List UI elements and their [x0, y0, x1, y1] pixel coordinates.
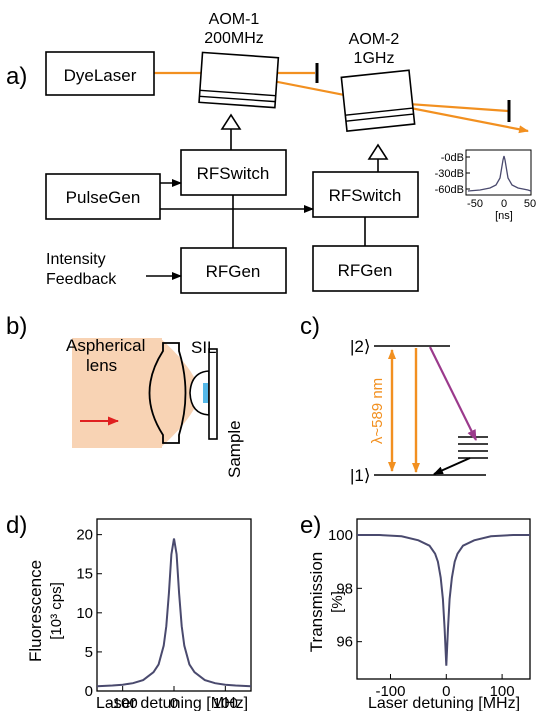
inset-ytick-2: -60dB: [435, 184, 464, 196]
chart-e-ylabel-1: Transmission: [307, 552, 326, 652]
panel-b-label: b): [6, 313, 27, 340]
sample-label: Sample: [225, 420, 244, 478]
panel-e-label: e): [300, 512, 321, 539]
chart-e-ytick-label: 100: [328, 527, 353, 544]
panel-a: a) DyeLaser AOM-1 200MHz AOM-2 1GHz: [6, 11, 536, 294]
chart-e-xtick-label: 100: [490, 683, 515, 700]
pulse-gen-label: PulseGen: [66, 188, 141, 207]
panel-d: d) Fluorescence [10³ cps] -100 0 100 0 5 10 15…: [6, 512, 252, 711]
sil-lens: [189, 370, 210, 416]
chart-e-ylabel-2: [%]: [329, 591, 346, 613]
panel-e: e) Transmission [%] -100 0 100 96 98 100 Lase…: [300, 512, 531, 711]
rf-switch-1-label: RFSwitch: [197, 164, 270, 183]
pulse-gen-box: [45, 173, 161, 220]
inset-xtick-1: 0: [501, 198, 507, 210]
intensity-feedback-line1: Intensity: [46, 251, 106, 268]
aspherical-lens: [148, 342, 187, 444]
chart-d-ylabel-2: [10³ cps]: [48, 582, 65, 640]
aom1-freq: 200MHz: [204, 30, 264, 47]
chart-e-series-line: [357, 534, 530, 666]
chart-d-frame: [96, 518, 252, 692]
rf-gen-1-label: RFGen: [206, 262, 261, 281]
chart-d-axes: -100 0 100 0 5 10 15 20: [76, 527, 238, 711]
rf-switch-1-box: [180, 149, 287, 196]
rf-switch-2-label: RFSwitch: [329, 186, 402, 205]
beam-region: [72, 338, 162, 448]
chart-d-xtick-label: 0: [170, 695, 178, 711]
inset-pulse-plot: -0dB -30dB -60dB -50 0 50 [ns]: [435, 149, 536, 222]
chart-d-ytick-label: 15: [76, 566, 93, 583]
inset-xtick-2: 50: [524, 198, 536, 210]
panel-a-label: a): [6, 63, 27, 90]
aom1-transducer-icon: [220, 113, 242, 130]
chart-d-ylabel-1: Fluorescence: [26, 560, 45, 662]
chart-e-xtick-label: -100: [375, 683, 405, 700]
focusing-cone: [160, 338, 200, 448]
aom1-name: AOM-1: [209, 11, 260, 28]
chart-d-ytick-label: 5: [85, 644, 93, 661]
intensity-feedback-line2: Feedback: [46, 271, 117, 288]
chart-e-xlabel: Laser detuning [MHz]: [368, 695, 520, 711]
rf-switch-2-box: [312, 171, 419, 218]
chart-d-xlabel: Laser detuning [MHz]: [96, 695, 248, 711]
chart-e-axes: -100 0 100 96 98 100: [328, 527, 515, 700]
chart-e-ytick-label: 98: [336, 580, 353, 597]
inset-x-unit: [ns]: [495, 210, 513, 222]
inset-ytick-1: -30dB: [435, 168, 464, 180]
aom2-transducer-icon: [367, 143, 389, 160]
inset-ytick-0: -0dB: [441, 152, 464, 164]
chart-d-xtick-label: 100: [213, 695, 238, 711]
aom2-freq: 1GHz: [354, 50, 395, 67]
chart-d-xtick-label: -100: [108, 695, 138, 711]
rf-gen-1-box: [180, 247, 287, 294]
level-2-label: |2⟩: [350, 337, 371, 356]
panel-c-label: c): [300, 313, 320, 340]
panel-d-label: d): [6, 512, 27, 539]
chart-e-frame: [356, 518, 531, 680]
aspherical-lens-label-2: lens: [86, 356, 117, 375]
chart-e-ytick-label: 96: [336, 634, 353, 651]
inset-xtick-0: -50: [467, 198, 483, 210]
dye-laser-label: DyeLaser: [64, 66, 137, 85]
chart-d-ytick-label: 0: [85, 683, 93, 700]
chart-d-series-line: [96, 538, 252, 688]
decay-arrow: [429, 346, 477, 441]
rf-gen-2-label: RFGen: [338, 261, 393, 280]
chart-d-ytick-label: 10: [76, 605, 93, 622]
rf-gen-2-box: [312, 245, 419, 292]
panel-c: c) |2⟩ |1⟩ λ~589 nm: [300, 313, 488, 485]
aom1-crystal: [198, 51, 280, 109]
sil-label: SIL: [191, 338, 217, 357]
sil-contact: [203, 383, 208, 403]
chart-d-ytick-label: 20: [76, 527, 93, 544]
chart-e-xtick-label: 0: [442, 683, 450, 700]
sample-slab: [208, 348, 218, 440]
level-1-label: |1⟩: [350, 466, 371, 485]
aspherical-lens-label-1: Aspherical: [66, 336, 145, 355]
aom2-crystal: [340, 69, 416, 132]
relax-arrow: [433, 457, 471, 475]
dye-laser-box: [45, 51, 155, 96]
panel-b: b) Aspherical lens SIL Sample: [6, 313, 244, 478]
aom2-name: AOM-2: [349, 31, 400, 48]
wavelength-label: λ~589 nm: [369, 378, 386, 444]
inset-pulse-trace: [467, 155, 532, 192]
